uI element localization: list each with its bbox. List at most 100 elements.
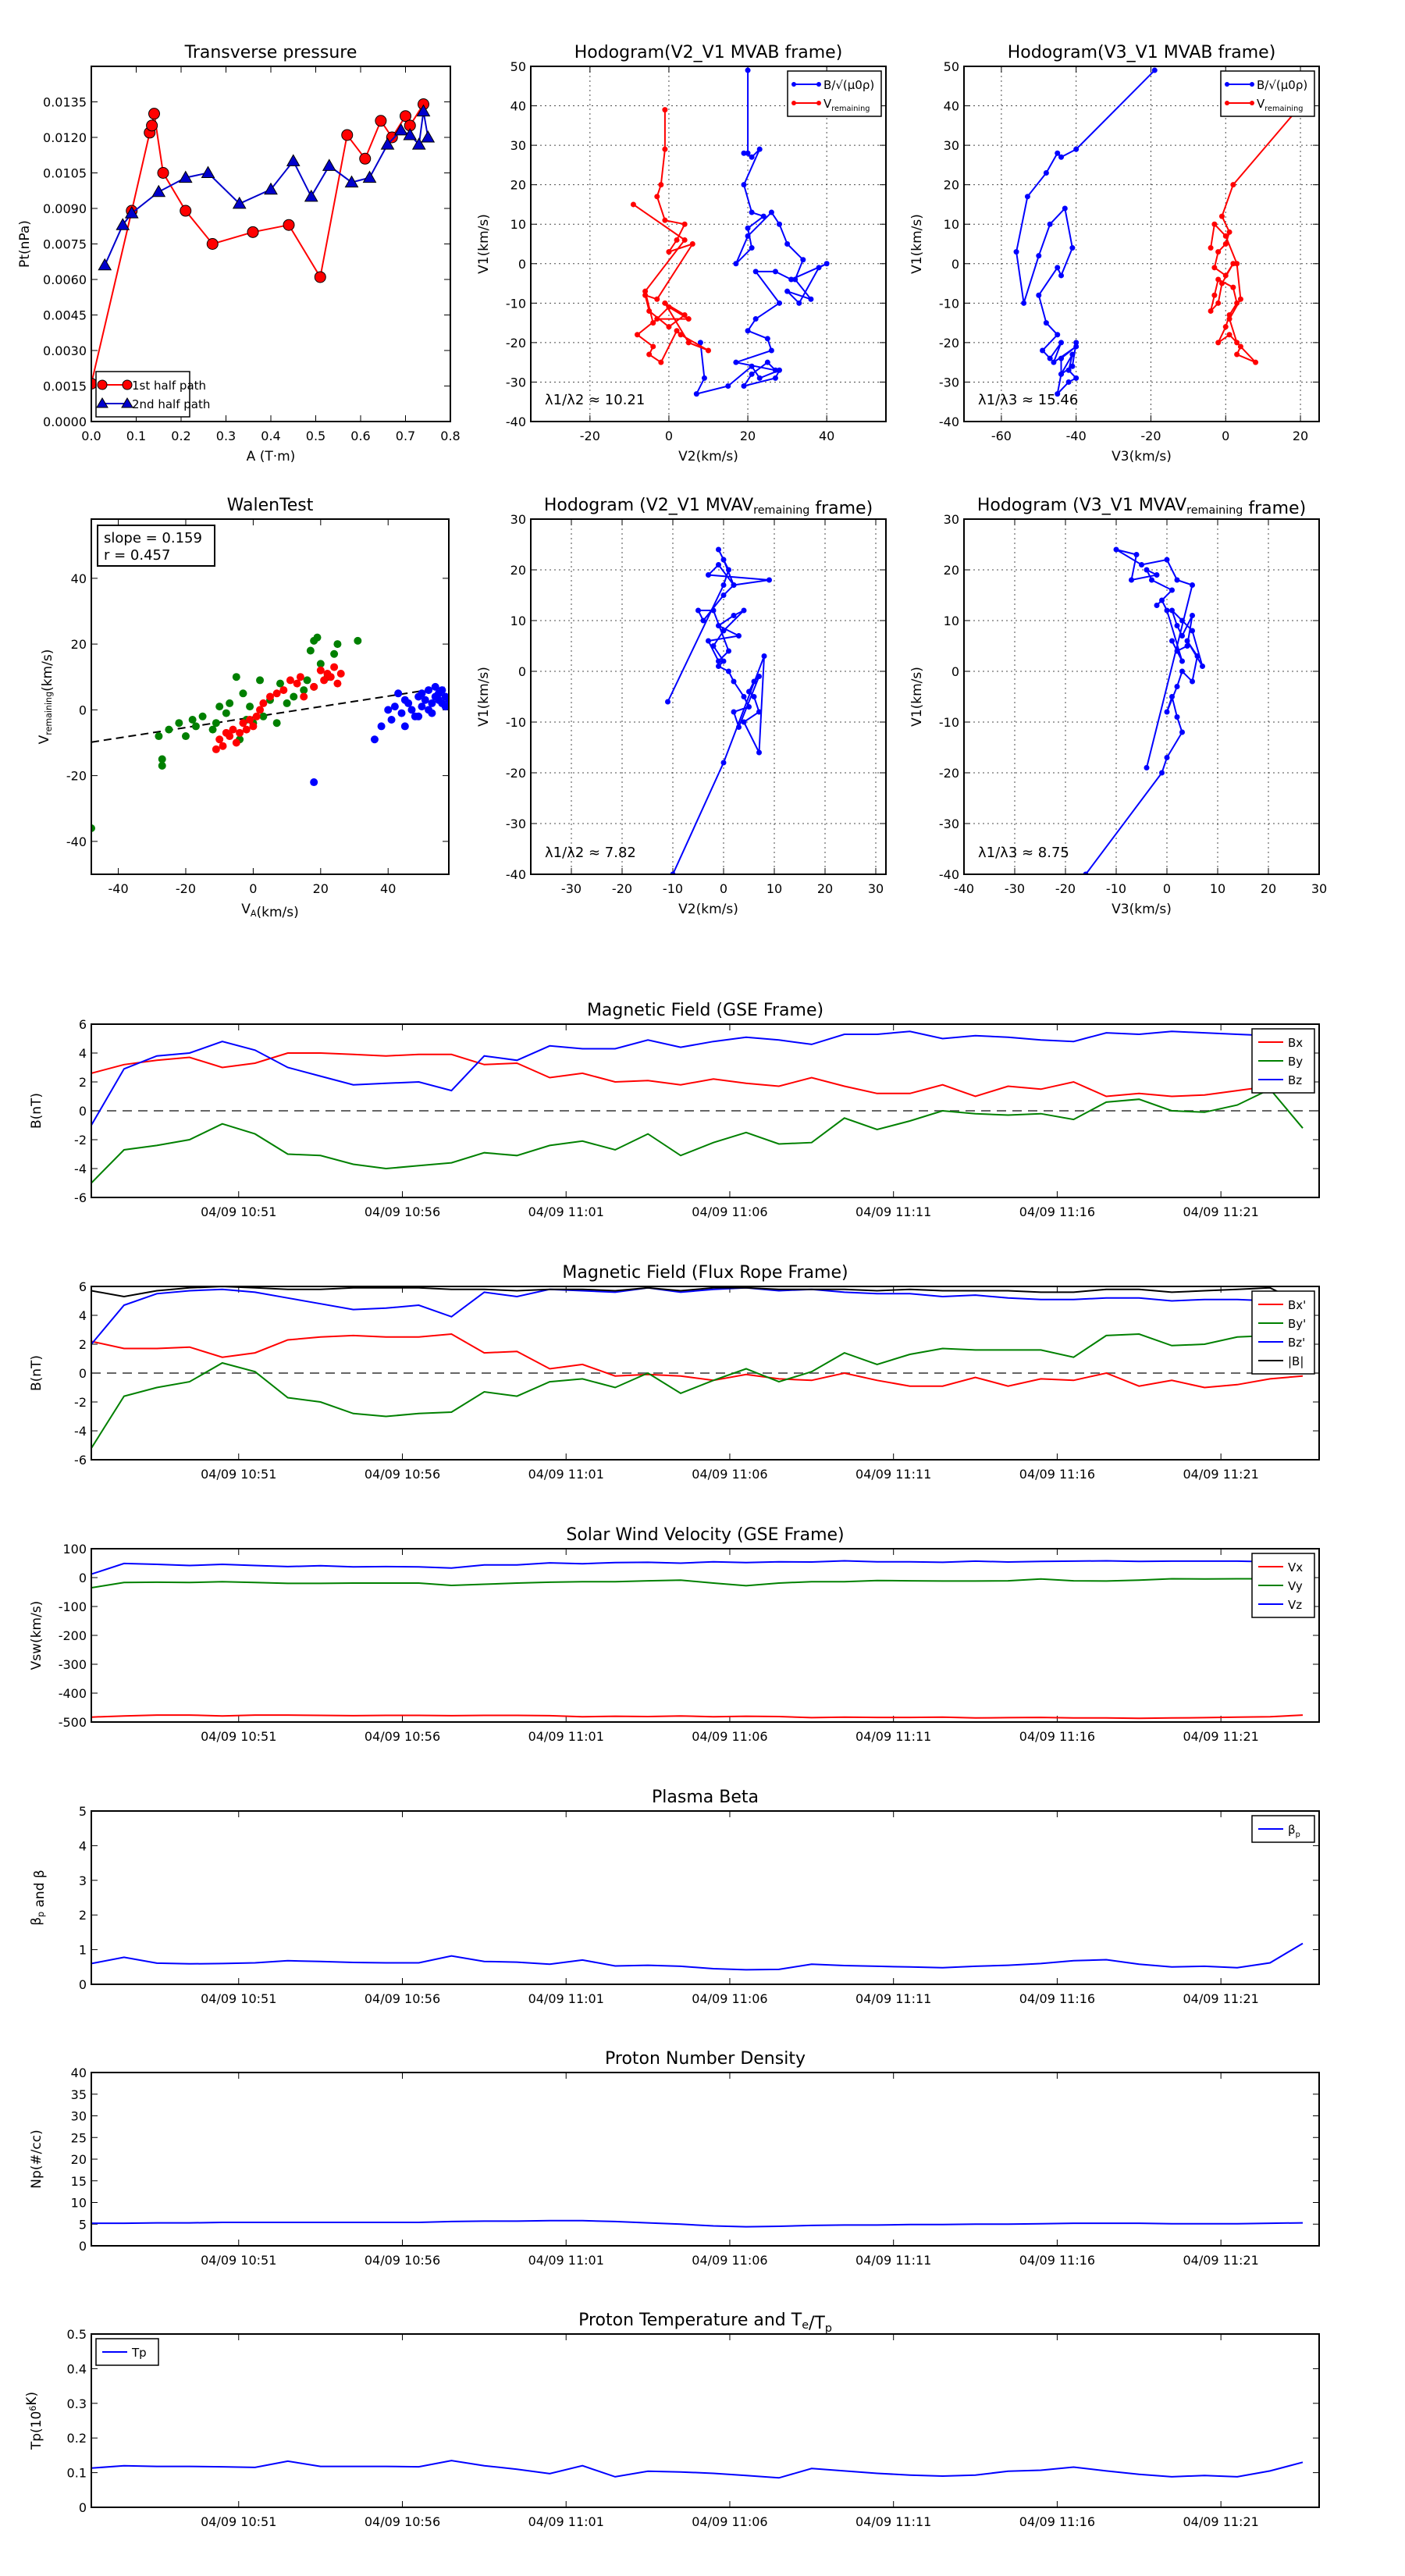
data-point: [1164, 755, 1170, 760]
data-point: [736, 633, 742, 639]
plot-frame: [91, 2072, 1320, 2247]
data-point: [400, 110, 411, 123]
data-point: [178, 170, 193, 183]
data-point: [808, 296, 814, 302]
data-point: [1013, 249, 1019, 255]
series-bz--line: [91, 1286, 1304, 1345]
x-tick-label: 04/09 10:56: [365, 2253, 440, 2268]
data-point: [1190, 613, 1195, 618]
x-tick-label: -30: [1005, 881, 1025, 896]
data-point: [788, 276, 795, 283]
data-point: [1200, 664, 1205, 669]
y-tick-label: -500: [59, 1715, 87, 1730]
x-tick-label: 04/09 11:16: [1019, 1204, 1095, 1219]
data-point: [1065, 379, 1072, 385]
data-point: [772, 269, 778, 275]
legend-box: [95, 371, 190, 418]
plot-frame: [530, 518, 887, 875]
x-tick-label: 04/09 11:01: [528, 2514, 604, 2529]
data-point: [658, 182, 664, 188]
annotation-eigen-ratio: λ1/λ2 ≈ 7.82: [545, 845, 636, 861]
data-point: [767, 577, 772, 583]
data-point: [239, 689, 247, 698]
x-tick-label: 04/09 10:51: [201, 1204, 276, 1219]
data-point: [1058, 355, 1065, 361]
data-point: [394, 689, 403, 698]
x-tick-label: 04/09 11:06: [692, 1729, 767, 1744]
data-point: [1073, 340, 1080, 346]
data-point: [1234, 300, 1240, 306]
data-point: [219, 742, 227, 750]
data-point: [188, 715, 197, 724]
plot-frame: [91, 1810, 1320, 1985]
data-point: [768, 209, 774, 215]
data-point: [377, 722, 386, 731]
legend-marker: [816, 82, 821, 87]
y-axis-label: βp and β: [29, 1870, 48, 1926]
data-point: [681, 221, 688, 227]
x-tick-label: -40: [1066, 429, 1087, 443]
data-point: [222, 709, 230, 717]
data-point: [1208, 245, 1214, 251]
chart-title: Hodogram (V2_V1 MVAVremaining frame): [544, 496, 873, 518]
data-point: [642, 288, 649, 294]
x-tick-label: 04/09 11:01: [528, 1204, 604, 1219]
data-point: [326, 673, 335, 681]
y-tick-label: 40: [944, 99, 959, 114]
data-point: [181, 732, 190, 741]
x-tick-label: 0.2: [171, 429, 190, 443]
data-point: [741, 607, 747, 614]
data-point: [1230, 182, 1236, 188]
legend-label: By: [1288, 1055, 1303, 1069]
data-point: [1218, 280, 1225, 286]
chart-title: Transverse pressure: [184, 43, 357, 62]
data-point: [1164, 557, 1170, 563]
data-point: [678, 332, 684, 338]
y-tick-label: -30: [506, 817, 526, 831]
series-v2-v1-line: [667, 549, 770, 874]
x-tick-label: 04/09 11:11: [855, 1729, 931, 1744]
data-point: [654, 194, 660, 200]
plot-area: [91, 1942, 1304, 1971]
legend-marker: [97, 379, 108, 390]
data-point: [1184, 643, 1190, 649]
y-tick-label: 4: [79, 1308, 87, 1323]
data-point: [1055, 265, 1061, 271]
legend-marker: [1250, 82, 1254, 87]
data-point: [272, 689, 281, 698]
data-point: [689, 241, 695, 247]
data-point: [208, 725, 217, 734]
x-tick-label: -30: [561, 881, 582, 896]
x-tick-label: 40: [380, 881, 396, 896]
data-point: [316, 660, 325, 668]
legend-label: By': [1288, 1317, 1306, 1331]
y-tick-label: 20: [510, 563, 526, 578]
data-point: [330, 649, 339, 658]
data-point: [264, 182, 278, 195]
chart-title: Proton Number Density: [605, 2049, 806, 2069]
data-point: [212, 719, 220, 728]
y-tick-label: 1: [79, 1943, 87, 1958]
data-point: [1208, 308, 1214, 314]
data-point: [1230, 261, 1236, 267]
data-point: [1222, 241, 1229, 247]
y-tick-label: -20: [506, 766, 526, 781]
data-point: [731, 582, 737, 588]
x-tick-label: 0: [249, 881, 257, 896]
legend-box: [787, 70, 882, 117]
legend-marker: [1225, 101, 1229, 105]
data-point: [283, 699, 291, 707]
data-point: [390, 703, 399, 711]
legend-label: |B|: [1288, 1354, 1304, 1368]
y-tick-label: -10: [939, 296, 959, 311]
data-point: [247, 226, 259, 238]
chart-plasma-beta: 0 1 2 3 4 5 04/09 10:51 04/09 10:56 04/09 11:01 0…: [29, 1788, 1320, 2006]
series-by--line: [91, 1332, 1304, 1449]
data-point: [226, 699, 234, 707]
data-point: [1069, 245, 1076, 251]
data-point: [1234, 351, 1240, 358]
data-point: [731, 678, 737, 685]
annotation-eigen-ratio: λ1/λ3 ≈ 8.75: [978, 845, 1069, 861]
x-tick-label: 04/09 10:56: [365, 1204, 440, 1219]
